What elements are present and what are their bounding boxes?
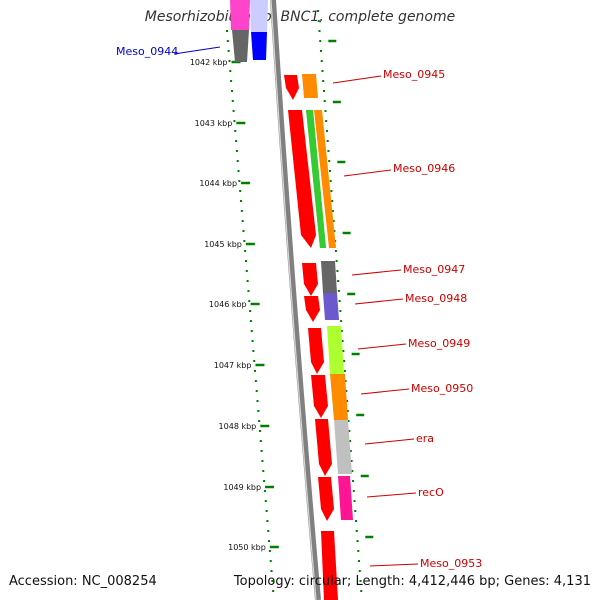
- gene-label: Meso_0944: [116, 45, 178, 58]
- kbp-tick-label: 1042 kbp: [190, 58, 228, 67]
- gene-label: Meso_0953: [420, 557, 482, 570]
- gene-leader-line: [354, 298, 404, 305]
- gene-label: Meso_0950: [411, 382, 473, 395]
- gene-lavender-segment: [250, 0, 268, 32]
- gene-label: Meso_0946: [393, 162, 455, 175]
- gene-leader-line: [351, 269, 402, 276]
- gene-arrow: [288, 110, 316, 248]
- gene-leader-line: [364, 438, 415, 445]
- inner-dotted-ring: [226, 30, 275, 592]
- gene-meso_0948: [304, 293, 339, 322]
- gene-label: Meso_0945: [383, 68, 445, 81]
- gene-leader-line: [360, 388, 410, 395]
- gene-cog-bar: [323, 293, 339, 320]
- gene-cog-bar: [330, 374, 348, 420]
- gene-meso_0950: [311, 374, 348, 420]
- gene-arrow: [315, 419, 332, 476]
- gene-leader-line: [366, 492, 417, 498]
- gene-label: Meso_0947: [403, 263, 465, 276]
- topology-text: Topology: circular; Length: 4,412,446 bp…: [233, 574, 591, 589]
- kbp-tick-label: 1044 kbp: [199, 179, 237, 188]
- kbp-tick-label: 1047 kbp: [214, 361, 252, 370]
- gene-label: recO: [418, 486, 444, 499]
- gene-label: Meso_0948: [405, 292, 467, 305]
- backbone-layer: [270, 0, 321, 600]
- gene-meso_0947: [302, 261, 337, 296]
- gene-arrow: [318, 477, 334, 521]
- gene-cog-bar: [321, 261, 337, 293]
- gene-cog-bar-orange: [314, 110, 336, 248]
- gene-leader-line: [369, 563, 419, 567]
- gene-grey-segment: [232, 30, 249, 62]
- gene-leader-line: [357, 343, 407, 350]
- gene-arrow: [308, 328, 324, 374]
- gene-cog-bar: [302, 74, 318, 98]
- gene-meso_0946: [288, 110, 336, 248]
- gene-era: [315, 419, 352, 476]
- gene-leader-line: [173, 46, 221, 55]
- gene-pink-segment: [230, 0, 250, 30]
- kbp-tick-label: 1049 kbp: [223, 483, 261, 492]
- backbone-highlight: [270, 0, 317, 600]
- gene-label: era: [416, 432, 434, 445]
- gene-label: Meso_0949: [408, 337, 470, 350]
- gene-meso_0944: [230, 0, 268, 62]
- genome-backbone: [270, 0, 321, 600]
- kbp-tick-label: 1043 kbp: [195, 119, 233, 128]
- kbp-tick-label: 1046 kbp: [209, 300, 247, 309]
- gene-arrow: [284, 75, 299, 100]
- label-layer: Meso_0944 Meso_0945 Meso_0946 Meso_0947 Meso…: [116, 45, 482, 570]
- gene-meso_0953: [321, 531, 338, 600]
- gene-cog-bar: [338, 476, 353, 520]
- kbp-tick-label: 1050 kbp: [228, 543, 266, 552]
- gene-arrow: [311, 375, 328, 418]
- gene-arrow: [304, 296, 320, 322]
- gene-arrow: [302, 263, 318, 296]
- gene-reco: [318, 476, 353, 521]
- gene-meso_0949: [308, 326, 344, 374]
- outer-dotted-ring: [317, 10, 363, 592]
- kbp-tick-label: 1045 kbp: [204, 240, 242, 249]
- gene-cog-bar: [327, 326, 344, 374]
- gene-cog-bar: [334, 420, 352, 474]
- gene-cog-bar: [251, 32, 267, 60]
- accession-text: Accession: NC_008254: [9, 574, 157, 589]
- gene-leader-line: [332, 75, 382, 84]
- gene-cog-bar-green: [306, 110, 326, 248]
- gene-arrow: [321, 531, 338, 600]
- tick-layer: 1042 kbp 1043 kbp 1044 kbp 1045 kbp 1046 kbp…: [190, 10, 374, 592]
- gene-layer: [230, 0, 353, 600]
- map-title: Mesorhizobium sp. BNC1, complete genome: [144, 9, 456, 25]
- gene-leader-line: [343, 169, 392, 177]
- gene-meso_0945: [284, 74, 318, 100]
- kbp-tick-label: 1048 kbp: [219, 422, 257, 431]
